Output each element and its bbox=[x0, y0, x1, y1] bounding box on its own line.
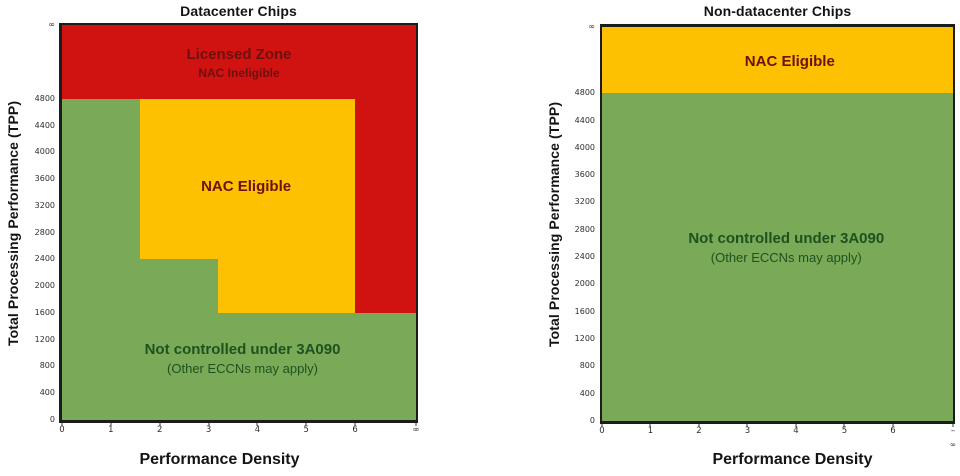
not-controlled-label-text: (Other ECCNs may apply) bbox=[710, 249, 862, 265]
nac-eligible-zone bbox=[140, 98, 356, 260]
x-tick-mark bbox=[698, 424, 700, 427]
x-tick-mark bbox=[795, 424, 797, 427]
y-tick-4800: 4800 bbox=[34, 93, 55, 103]
not-controlled-label-text: Not controlled under 3A090 bbox=[688, 229, 885, 247]
y-tick-1600: 1600 bbox=[574, 306, 595, 316]
x-tick-mark bbox=[61, 423, 63, 426]
x-tick-0: 0 bbox=[59, 425, 65, 435]
x-tick-6: 6 bbox=[352, 425, 358, 435]
y-tick-0: 0 bbox=[589, 416, 595, 425]
x-tick-mark bbox=[159, 423, 161, 426]
x-tick-mark bbox=[843, 424, 845, 427]
x-tick-2: 2 bbox=[696, 426, 702, 436]
x-tick-mark bbox=[892, 424, 894, 427]
plot-area: ∞ 4800 4400 4000 3600 3200 2800 2400 2000 1600 120… bbox=[575, 23, 956, 450]
nac-eligible-label: NAC Eligible bbox=[201, 177, 291, 197]
y-tick-1200: 1200 bbox=[34, 334, 55, 344]
datacenter-chart: Datacenter Chips Total Processing Perfor… bbox=[5, 3, 420, 468]
x-tick-2: 2 bbox=[156, 425, 163, 435]
y-tick-2000: 2000 bbox=[34, 281, 55, 291]
x-axis-label: Performance Density bbox=[712, 451, 873, 468]
x-tick-5: 5 bbox=[841, 426, 848, 436]
x-tick-5: 5 bbox=[303, 425, 309, 435]
x-tick-mark bbox=[746, 424, 748, 427]
x-tick-mark bbox=[952, 424, 954, 427]
licensed-zone-label-text: NAC Ineligible bbox=[198, 65, 280, 80]
nac-eligible-label-text: NAC Eligible bbox=[744, 53, 835, 71]
x-tick-–: – ∞ bbox=[949, 426, 957, 450]
y-tick-800: 800 bbox=[39, 361, 55, 371]
y-tick-3200: 3200 bbox=[574, 197, 595, 207]
y-tick-3600: 3600 bbox=[34, 174, 55, 184]
nac-eligible-label-text: NAC Eligible bbox=[201, 177, 292, 195]
not-controlled-label: Not controlled under 3A090 (Other ECCNs m… bbox=[145, 340, 341, 378]
chart-title: Non-datacenter Chips bbox=[703, 3, 852, 19]
not-controlled-zone bbox=[218, 312, 416, 420]
x-tick-mark bbox=[415, 423, 417, 426]
nac-eligible-zone bbox=[218, 259, 356, 313]
y-tick-1600: 1600 bbox=[34, 307, 55, 317]
not-controlled-label: Not controlled under 3A090 (Other ECCNs m… bbox=[688, 229, 884, 267]
x-axis-label: Performance Density bbox=[139, 451, 300, 468]
licensed-zone bbox=[62, 25, 416, 99]
x-tick-6: 6 bbox=[890, 426, 896, 436]
plot-area: ∞ 4800 4400 4000 3600 3200 2800 2400 2000 1600 120… bbox=[35, 21, 420, 435]
y-tick-2400: 2400 bbox=[34, 254, 55, 264]
y-tick-∞: ∞ bbox=[48, 20, 55, 29]
x-tick-3: 3 bbox=[205, 425, 212, 435]
x-tick-mark bbox=[354, 423, 356, 426]
y-tick-0: 0 bbox=[49, 415, 55, 424]
y-tick-4400: 4400 bbox=[34, 120, 55, 130]
licensed-zone-label-text: Licensed Zone bbox=[186, 45, 292, 63]
licensed-zone bbox=[355, 98, 416, 313]
x-tick-mark bbox=[110, 423, 112, 426]
y-tick-400: 400 bbox=[579, 388, 595, 398]
x-tick-1: 1 bbox=[108, 425, 114, 435]
y-tick-4800: 4800 bbox=[574, 88, 595, 98]
y-axis-label: Total Processing Performance (TPP) bbox=[5, 100, 21, 346]
y-axis-label: Total Processing Performance (TPP) bbox=[546, 101, 562, 347]
nac-eligible-label: NAC Eligible bbox=[745, 52, 835, 72]
y-tick-4000: 4000 bbox=[574, 142, 595, 152]
x-tick-mark bbox=[256, 423, 258, 426]
not-controlled-zone bbox=[140, 259, 219, 420]
y-tick-4400: 4400 bbox=[574, 115, 595, 125]
not-controlled-label-text: (Other ECCNs may apply) bbox=[167, 360, 319, 376]
x-tick-mark bbox=[649, 424, 651, 427]
y-tick-2800: 2800 bbox=[574, 224, 595, 234]
x-tick-infinity-sub: ∞ bbox=[949, 440, 957, 449]
y-tick-∞: ∞ bbox=[588, 22, 595, 31]
x-tick-∞: ∞ bbox=[412, 425, 420, 435]
x-tick-mark bbox=[305, 423, 307, 426]
x-tick-1: 1 bbox=[647, 426, 654, 436]
y-tick-4000: 4000 bbox=[34, 147, 55, 157]
non-datacenter-chart: Non-datacenter Chips Total Processing Pe… bbox=[480, 0, 960, 476]
chart-title: Datacenter Chips bbox=[180, 3, 297, 19]
y-tick-1200: 1200 bbox=[574, 334, 595, 344]
y-tick-2000: 2000 bbox=[574, 279, 595, 289]
y-tick-800: 800 bbox=[579, 361, 595, 371]
y-tick-2400: 2400 bbox=[574, 252, 595, 262]
nac-eligible-zone bbox=[602, 27, 953, 94]
x-tick-0: 0 bbox=[599, 426, 605, 436]
y-tick-2800: 2800 bbox=[34, 227, 55, 237]
x-tick-4: 4 bbox=[254, 425, 261, 435]
y-tick-3600: 3600 bbox=[574, 170, 595, 180]
not-controlled-zone bbox=[602, 93, 953, 421]
x-tick-mark bbox=[208, 423, 210, 426]
y-tick-3200: 3200 bbox=[34, 200, 55, 210]
y-tick-400: 400 bbox=[39, 388, 55, 398]
not-controlled-zone bbox=[62, 98, 141, 420]
x-tick-4: 4 bbox=[793, 426, 799, 436]
x-tick-3: 3 bbox=[744, 426, 751, 436]
not-controlled-label-text: Not controlled under 3A090 bbox=[144, 340, 341, 358]
x-tick-mark bbox=[601, 424, 603, 427]
licensed-zone-label: Licensed Zone NAC Ineligible bbox=[186, 45, 291, 81]
